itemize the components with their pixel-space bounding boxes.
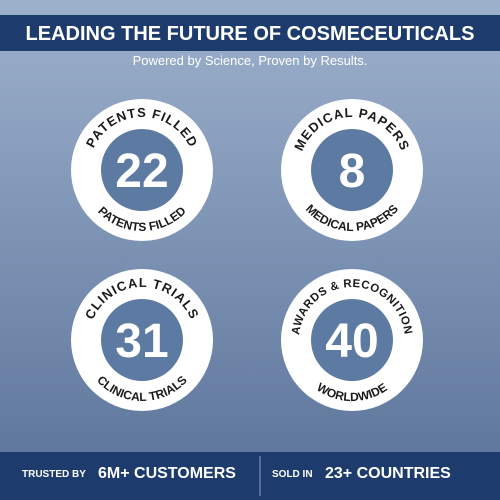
- footer: TRUSTED BY 6M+ CUSTOMERS SOLD IN 23+ COUNTR…: [22, 465, 451, 482]
- badge-number: 22: [115, 145, 168, 198]
- subtitle: Powered by Science, Proven by Results.: [133, 53, 368, 68]
- footer-bar: [0, 452, 500, 500]
- footer-label: TRUSTED BY: [22, 469, 86, 480]
- footer-label: SOLD IN: [272, 469, 313, 480]
- footer-value: 6M+ CUSTOMERS: [98, 465, 236, 482]
- badge-number: 40: [325, 315, 378, 368]
- badge-core: [311, 299, 393, 381]
- title: LEADING THE FUTURE OF COSMECEUTICALS: [26, 23, 475, 45]
- badge-core: [101, 299, 183, 381]
- badge-core: [101, 129, 183, 211]
- footer-value: 23+ COUNTRIES: [325, 465, 451, 482]
- badge-number: 31: [115, 315, 168, 368]
- title-banner: [0, 15, 500, 51]
- badge-number: 8: [339, 145, 366, 198]
- badge-core: [311, 129, 393, 211]
